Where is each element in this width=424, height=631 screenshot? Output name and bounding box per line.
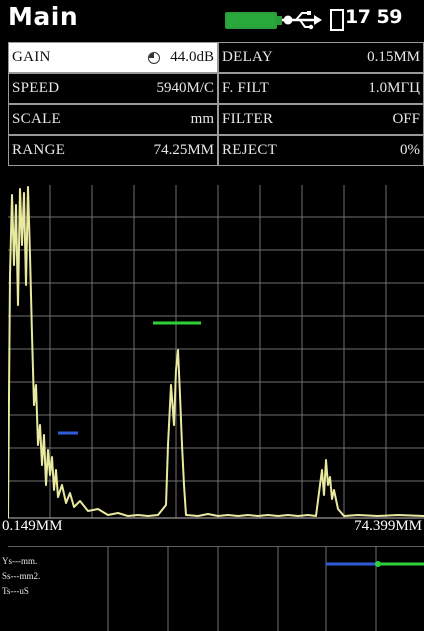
- range-value: 74.25MM: [153, 142, 214, 158]
- freq-filter-value: 1.0МГЦ: [368, 80, 420, 96]
- freq-filter-cell[interactable]: F. FILT 1.0МГЦ: [218, 73, 424, 104]
- reject-label: REJECT: [222, 142, 278, 158]
- param-row-scale: SCALE mm FILTER OFF: [8, 104, 424, 135]
- filter-cell[interactable]: FILTER OFF: [218, 104, 424, 135]
- bottom-grid-svg: [8, 546, 424, 631]
- param-row-gain: GAIN 44.0dB DELAY 0.15MM: [8, 42, 424, 73]
- end-depth-label: 74.399MM: [354, 518, 422, 534]
- readout-ss: Ss---mm2.: [2, 571, 41, 581]
- waveform-display[interactable]: [8, 185, 424, 525]
- scale-label: SCALE: [12, 111, 62, 127]
- filter-value: OFF: [392, 111, 420, 127]
- scale-value: mm: [190, 111, 214, 127]
- gain-value: 44.0dB: [170, 49, 214, 65]
- reject-value: 0%: [400, 142, 420, 158]
- delay-label: DELAY: [222, 49, 273, 65]
- filter-label: FILTER: [222, 111, 274, 127]
- ascan-svg: [8, 185, 424, 519]
- speed-value: 5940M/C: [156, 80, 214, 96]
- reject-cell[interactable]: REJECT 0%: [218, 135, 424, 166]
- start-depth-label: 0.149MM: [2, 518, 63, 534]
- speed-cell[interactable]: SPEED 5940M/C: [8, 73, 218, 104]
- readout-ys: Ys---mm.: [2, 556, 38, 566]
- readout-ts: Ts---uS: [2, 586, 29, 596]
- sd-card-icon: [330, 9, 344, 31]
- usb-icon: [282, 11, 322, 30]
- gain-step-icon: [148, 51, 161, 64]
- scale-cell[interactable]: SCALE mm: [8, 104, 218, 135]
- gain-label: GAIN: [12, 49, 51, 65]
- freq-filter-label: F. FILT: [222, 80, 270, 96]
- delay-value: 0.15MM: [367, 49, 420, 65]
- waveform-grid: [8, 185, 424, 519]
- battery-icon: [225, 12, 277, 29]
- battery-tip: [277, 16, 282, 25]
- param-row-range: RANGE 74.25MM REJECT 0%: [8, 135, 424, 166]
- clock: 17 59: [345, 6, 403, 28]
- speed-label: SPEED: [12, 80, 60, 96]
- echo-trace: [8, 186, 424, 519]
- title-bar: Main 17 59: [0, 0, 424, 38]
- range-label: RANGE: [12, 142, 66, 158]
- param-row-speed: SPEED 5940M/C F. FILT 1.0МГЦ: [8, 73, 424, 104]
- page-title: Main: [8, 2, 79, 31]
- parameter-grid: GAIN 44.0dB DELAY 0.15MM SPEED 5940M/C F…: [8, 42, 424, 166]
- range-cell[interactable]: RANGE 74.25MM: [8, 135, 218, 166]
- gain-cell[interactable]: GAIN 44.0dB: [8, 42, 218, 73]
- measurement-readouts: Ys---mm. Ss---mm2. Ts---uS: [2, 554, 40, 599]
- bottom-panel: [8, 546, 424, 631]
- delay-cell[interactable]: DELAY 0.15MM: [218, 42, 424, 73]
